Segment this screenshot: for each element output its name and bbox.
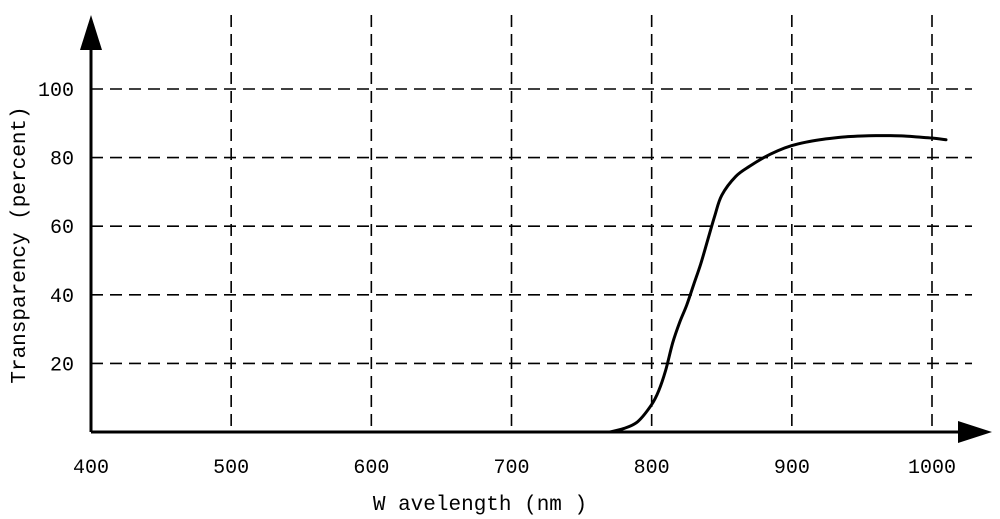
y-tick-labels: 20 40 60 80 100	[38, 80, 74, 377]
series-line-0	[608, 134, 948, 434]
y-tick-label: 100	[38, 80, 74, 103]
x-tick-label: 700	[493, 457, 529, 480]
series	[608, 134, 948, 434]
x-axis-arrow	[958, 421, 992, 443]
x-tick-label: 800	[634, 457, 670, 480]
x-tick-labels: 400 500 600 700 800 900 1000	[73, 457, 956, 480]
x-tick-label: 1000	[908, 457, 956, 480]
y-axis-arrow	[80, 15, 102, 50]
x-tick-label: 900	[774, 457, 810, 480]
grid	[91, 15, 972, 432]
y-tick-label: 40	[50, 286, 74, 309]
x-axis-title: W avelength (nm )	[373, 494, 587, 517]
x-tick-label: 400	[73, 457, 109, 480]
y-tick-label: 60	[50, 217, 74, 240]
axes	[80, 15, 992, 443]
x-tick-label: 600	[353, 457, 389, 480]
y-tick-label: 20	[50, 354, 74, 377]
y-tick-label: 80	[50, 149, 74, 172]
x-tick-label: 500	[213, 457, 249, 480]
y-axis-title: Transparency (percent)	[9, 106, 32, 383]
